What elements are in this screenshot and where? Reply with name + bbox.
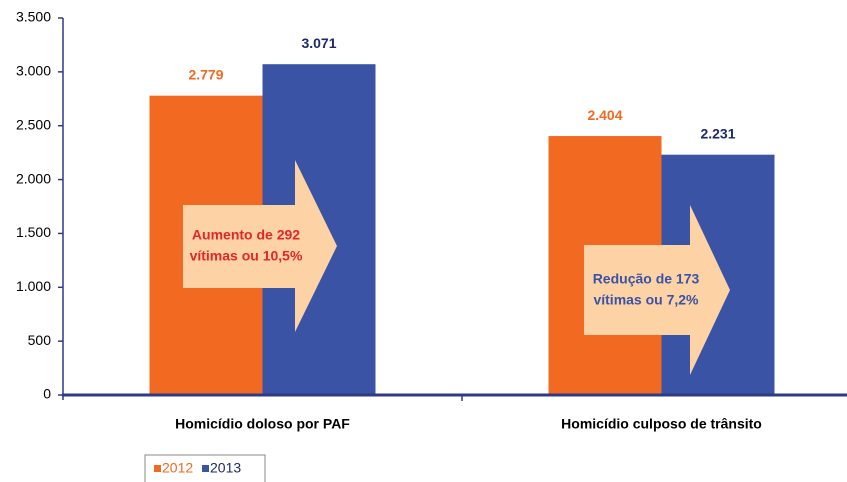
annotation: Aumento de 292 — [192, 227, 300, 243]
x-tick-label: Homicídio doloso por PAF — [175, 416, 350, 432]
value-label: 2.779 — [188, 66, 223, 82]
annotation: Redução de 173 — [593, 271, 700, 287]
legend-swatch — [154, 465, 161, 472]
annotation: vítimas ou 7,2% — [593, 292, 699, 308]
value-label: 3.071 — [301, 35, 336, 51]
value-label: 2.404 — [587, 107, 622, 123]
arrow — [584, 205, 730, 375]
y-tick-label: 2.500 — [16, 116, 51, 132]
legend-label: 2013 — [210, 460, 241, 476]
legend-label: 2012 — [162, 460, 193, 476]
legend-swatch — [202, 465, 209, 472]
y-tick-label: 500 — [28, 332, 52, 348]
y-tick-label: 1.000 — [16, 278, 51, 294]
y-tick-label: 3.500 — [16, 9, 51, 25]
y-tick-label: 2.000 — [16, 170, 51, 186]
annotation: vítimas ou 10,5% — [190, 248, 303, 264]
y-tick-label: 0 — [43, 386, 51, 402]
x-tick-label: Homicídio culposo de trânsito — [561, 416, 762, 432]
y-tick-label: 1.500 — [16, 224, 51, 240]
arrow — [183, 160, 337, 332]
y-tick-label: 3.000 — [16, 63, 51, 79]
value-label: 2.231 — [700, 125, 735, 141]
